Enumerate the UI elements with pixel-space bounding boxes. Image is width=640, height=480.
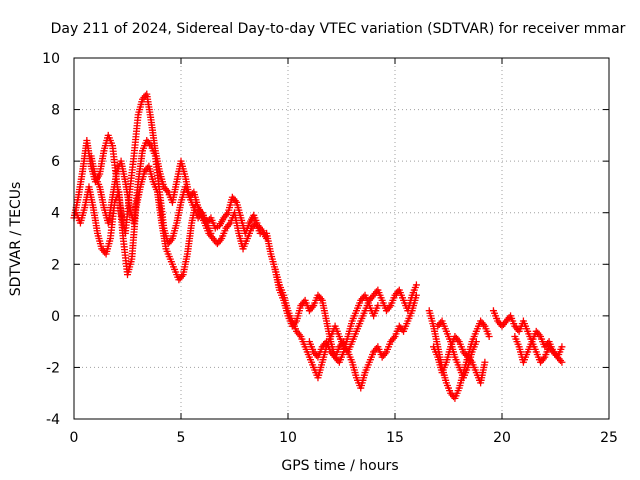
series-arc-9 (434, 317, 480, 382)
y-tick-label: 10 (42, 51, 60, 67)
axis-ticks: 0 5 10 15 20 25 -4 -2 0 2 4 6 8 10 (42, 51, 618, 446)
data-point (558, 358, 566, 366)
x-tick-label: 15 (386, 430, 404, 446)
y-tick-label: 6 (51, 154, 60, 170)
x-tick-label: 0 (70, 430, 79, 446)
x-axis-title: GPS time / hours (281, 458, 398, 474)
y-tick-label: 2 (51, 257, 60, 273)
y-tick-label: -2 (46, 360, 60, 376)
series-arc-11 (511, 332, 566, 366)
y-tick-label: -4 (46, 412, 60, 428)
y-axis-title: SDTVAR / TECUs (8, 182, 24, 297)
chart-title: Day 211 of 2024, Sidereal Day-to-day VTE… (51, 21, 626, 37)
data-point (472, 338, 480, 346)
x-tick-label: 10 (279, 430, 297, 446)
x-tick-label: 20 (493, 430, 511, 446)
data-point (412, 291, 420, 299)
data-point (412, 281, 420, 289)
data-point (374, 302, 382, 310)
data-point (481, 358, 489, 366)
series-arc-8 (430, 332, 489, 387)
x-tick-label: 5 (177, 430, 186, 446)
data-point (558, 343, 566, 351)
y-tick-label: 8 (51, 103, 60, 119)
data-point (485, 332, 493, 340)
series-arc-5 (271, 265, 382, 366)
x-tick-label: 25 (600, 430, 618, 446)
series-arc-6 (305, 291, 420, 392)
data-points (70, 90, 566, 402)
y-tick-label: 4 (51, 206, 60, 222)
series-arc-3 (87, 137, 215, 248)
grid-lines (74, 58, 609, 419)
plot-frame (73, 57, 610, 420)
series-arc-2 (72, 162, 264, 284)
data-point (207, 229, 215, 237)
series-arc-1 (70, 90, 271, 242)
y-tick-label: 0 (51, 309, 60, 325)
data-point (256, 229, 264, 237)
